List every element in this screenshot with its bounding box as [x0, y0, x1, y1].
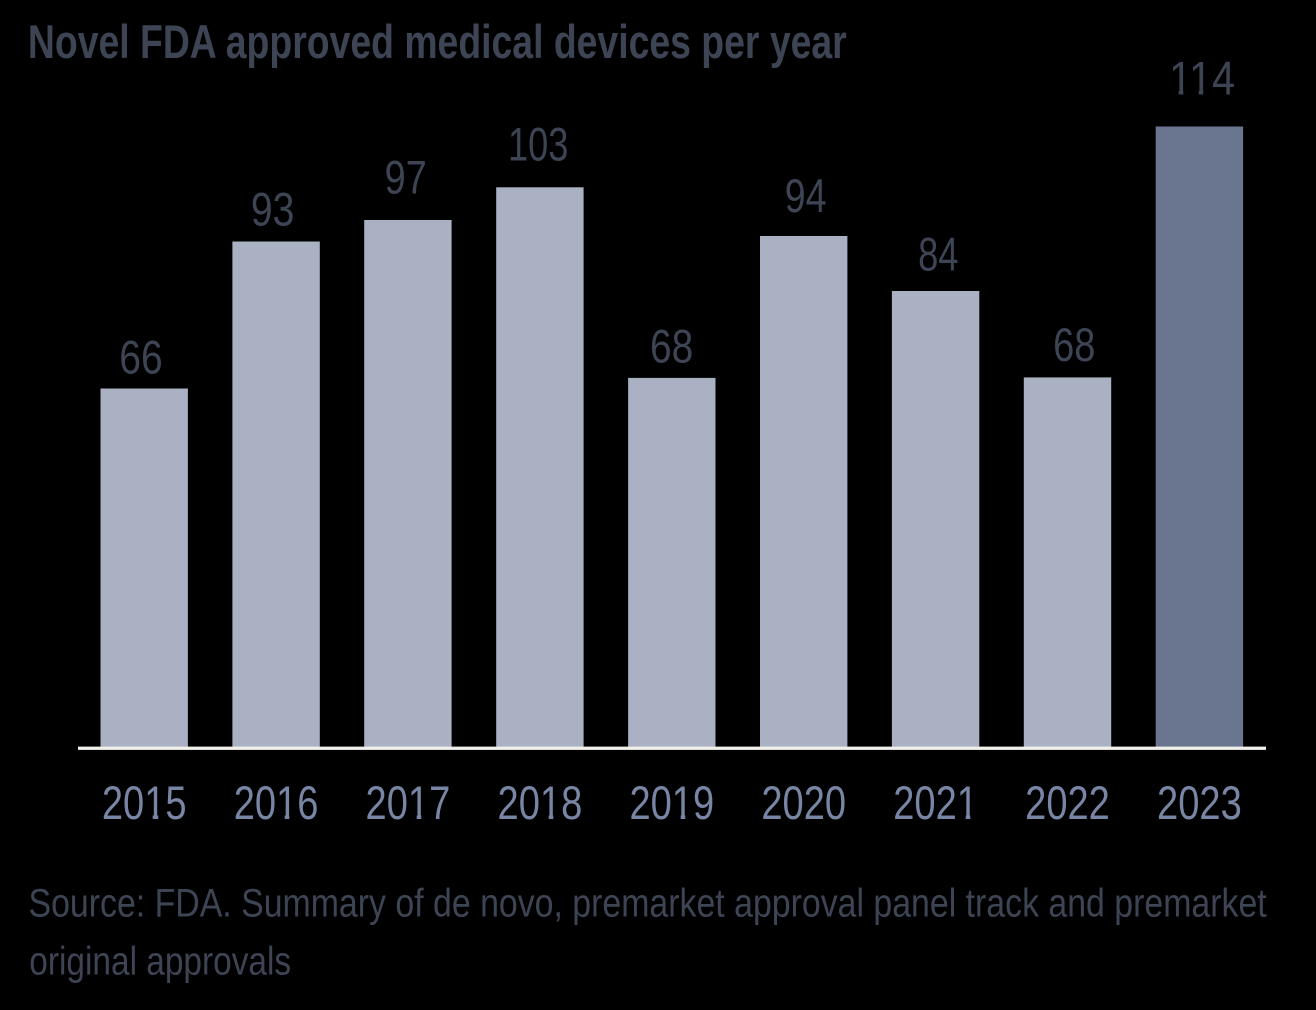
- svg-text:2022: 2022: [1025, 776, 1110, 829]
- svg-text:2019: 2019: [629, 776, 714, 829]
- svg-text:66: 66: [119, 331, 162, 384]
- svg-text:103: 103: [508, 117, 568, 170]
- svg-text:94: 94: [785, 169, 827, 222]
- svg-text:93: 93: [251, 183, 295, 236]
- svg-text:114: 114: [1169, 52, 1235, 105]
- svg-text:97: 97: [385, 150, 427, 203]
- svg-text:2015: 2015: [102, 776, 187, 829]
- svg-text:Novel FDA approved medical dev: Novel FDA approved medical devices per y…: [28, 15, 847, 68]
- svg-text:84: 84: [918, 228, 958, 281]
- svg-text:68: 68: [650, 319, 693, 372]
- svg-text:2017: 2017: [366, 776, 451, 829]
- svg-text:2016: 2016: [234, 776, 319, 829]
- svg-text:original approvals: original approvals: [29, 939, 291, 983]
- svg-text:Source: FDA. Summary of de nov: Source: FDA. Summary of de novo, premark…: [29, 882, 1267, 926]
- svg-text:2023: 2023: [1157, 776, 1242, 829]
- svg-text:2020: 2020: [761, 776, 846, 829]
- svg-text:68: 68: [1053, 318, 1095, 371]
- svg-text:2021: 2021: [893, 776, 978, 829]
- svg-text:2018: 2018: [498, 776, 583, 829]
